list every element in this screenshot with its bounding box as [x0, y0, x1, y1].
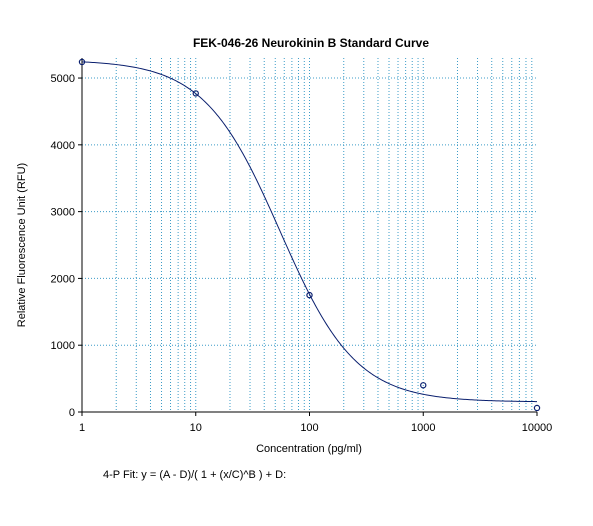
x-tick-labels: 1 10 100 1000 10000: [79, 422, 552, 434]
y-tick-label: 5000: [51, 73, 75, 85]
grid: [82, 58, 537, 412]
y-tick-label: 4000: [51, 140, 75, 152]
data-point: [533, 404, 541, 412]
x-tick-label: 10000: [522, 422, 553, 434]
data-point: [78, 58, 86, 66]
data-point: [420, 382, 427, 389]
x-tick-label: 1000: [411, 422, 435, 434]
y-tick-labels: 0 1000 2000 3000 4000 5000: [51, 73, 75, 419]
data-points: [78, 58, 541, 412]
x-axis-label: Concentration (pg/ml): [256, 443, 362, 455]
x-tick-label: 1: [79, 422, 85, 434]
y-tick-label: 1000: [51, 340, 75, 352]
y-tick-label: 2000: [51, 273, 75, 285]
data-point: [306, 291, 313, 299]
fit-equation: 4-P Fit: y = (A - D)/( 1 + (x/C)^B ) + D…: [103, 469, 286, 481]
data-point: [192, 90, 199, 97]
axes: [78, 58, 538, 416]
y-tick-label: 0: [69, 407, 75, 419]
x-tick-label: 10: [190, 422, 202, 434]
fit-curve: [81, 61, 538, 403]
y-axis-label: Relative Fluorescence Unit (RFU): [16, 163, 28, 327]
x-tick-label: 100: [300, 422, 318, 434]
y-tick-label: 3000: [51, 207, 75, 219]
chart-title: FEK-046-26 Neurokinin B Standard Curve: [193, 36, 429, 50]
